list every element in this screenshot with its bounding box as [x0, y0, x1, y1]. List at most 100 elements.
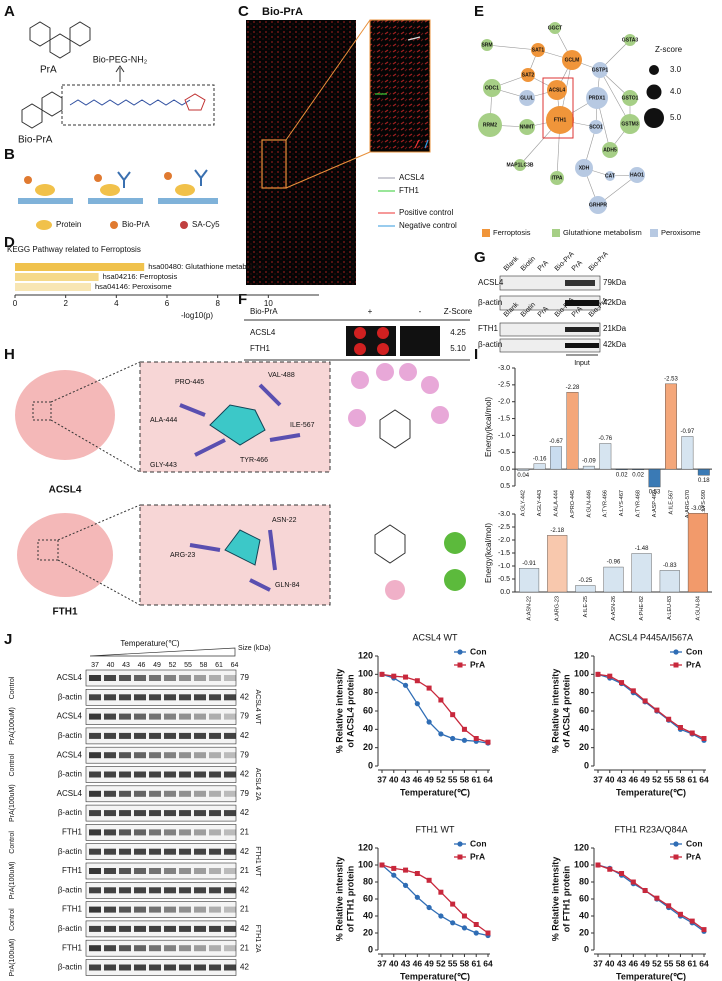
size-label: 42	[240, 963, 249, 972]
blot-band	[164, 945, 176, 952]
blot-band	[179, 848, 191, 855]
residue-label: ILE-567	[290, 422, 315, 429]
point	[642, 888, 648, 893]
blot-band	[194, 752, 206, 759]
row-label: FTH1	[62, 866, 83, 875]
condition-label: Control	[9, 753, 16, 776]
blot-band	[194, 868, 206, 874]
x-axis-label: -log10(p)	[181, 311, 213, 320]
blot-band	[164, 771, 176, 778]
point	[402, 882, 409, 889]
y-tick-label: 100	[358, 859, 373, 869]
lane-label: Bio-PrA	[588, 250, 610, 272]
y-tick-label: 20	[363, 742, 373, 752]
value-label: -0.97	[681, 429, 695, 435]
point	[619, 871, 625, 876]
y-axis-label: Energy(kcal/mol)	[484, 523, 493, 583]
bar	[665, 383, 677, 470]
point	[473, 922, 479, 927]
blot-band	[149, 790, 161, 797]
bar	[575, 585, 596, 593]
blots-g	[499, 275, 601, 356]
y-tick-label: -3.0	[498, 511, 510, 518]
x-tick-label: A:ILE-567	[668, 490, 674, 514]
blot-band	[119, 829, 131, 836]
residue-label: TYR-466	[240, 457, 268, 464]
bar	[533, 463, 546, 470]
temp-label: 49	[153, 662, 161, 669]
blot-band	[104, 887, 116, 894]
value-label: -0.91	[522, 561, 536, 567]
x-tick-label: A:ASN-26	[611, 596, 617, 620]
legend-title: Z-score	[655, 45, 683, 54]
x-tick-label: 43	[401, 774, 411, 784]
chart-title: ACSL4 P445A/I567A	[609, 632, 693, 642]
blot-band	[164, 694, 176, 701]
row-label: β-actin	[58, 924, 82, 933]
node-label: SCO1	[589, 124, 603, 130]
bar	[681, 436, 694, 470]
legend-label: Con	[470, 838, 487, 848]
node-label: FTH1	[554, 117, 567, 123]
blot-band	[224, 713, 236, 720]
blot-band	[209, 887, 221, 894]
size-label: 79	[240, 750, 249, 759]
blot-band	[104, 964, 116, 971]
y-tick-label: -1.5	[498, 550, 510, 557]
size-label: 42kDa	[603, 298, 627, 307]
network-node	[602, 142, 618, 158]
point	[654, 707, 660, 713]
point	[689, 918, 695, 924]
x-tick-label: 49	[424, 774, 434, 784]
network-node	[622, 90, 638, 106]
x-tick-label: A:TYR-468	[636, 490, 642, 517]
bar	[15, 283, 91, 291]
legend-label: Glutathione metabolism	[563, 228, 642, 237]
blot-band	[209, 694, 221, 701]
x-tick-label: 46	[413, 958, 423, 968]
bar	[550, 446, 562, 470]
lane-label: PrA	[571, 259, 584, 272]
x-tick-label: 58	[460, 774, 470, 784]
residue-label: ARG-23	[170, 552, 195, 559]
temp-label: 37	[91, 662, 99, 669]
x-tick-label: A:ASP-469	[652, 490, 658, 517]
point	[461, 737, 468, 743]
y-tick-label: 80	[579, 876, 589, 886]
y-axis-label: of FTH1 protein	[561, 866, 571, 933]
y-axis-label: % Relative intensity	[334, 857, 344, 942]
y-tick-label: -0.5	[498, 576, 510, 583]
category-label: hsa04146: Peroxisome	[95, 282, 172, 291]
point	[391, 872, 397, 878]
blot-band	[119, 810, 131, 817]
x-tick-label: 40	[389, 958, 399, 968]
blot-band	[209, 925, 221, 932]
point	[438, 889, 444, 895]
x-tick-label: 64	[483, 774, 493, 784]
blot-band	[179, 887, 191, 894]
blot-band	[224, 945, 236, 952]
legend-label: FTH1	[399, 186, 420, 195]
y-tick-label: 100	[358, 669, 373, 679]
highlight-box	[542, 77, 574, 139]
point	[438, 697, 444, 703]
temp-label: 64	[231, 662, 239, 669]
bar	[547, 535, 568, 593]
network-node	[547, 80, 567, 100]
legend-swatch	[650, 229, 658, 237]
x-tick-label: 49	[640, 958, 650, 968]
blot-band	[149, 675, 161, 681]
blot-band	[194, 906, 206, 913]
x-tick-label: 4	[114, 299, 119, 308]
network-node	[562, 50, 582, 70]
blot-band	[164, 675, 176, 681]
y-axis-label: % Relative intensity	[550, 669, 560, 754]
panel-letter: G	[474, 249, 486, 266]
blot-band	[89, 732, 101, 739]
legend-marker	[673, 662, 679, 668]
series-line	[381, 864, 489, 937]
bar	[687, 513, 708, 593]
y-tick-label: 0.5	[500, 483, 510, 490]
value-label: -0.09	[582, 459, 596, 465]
blot-band	[194, 694, 206, 701]
